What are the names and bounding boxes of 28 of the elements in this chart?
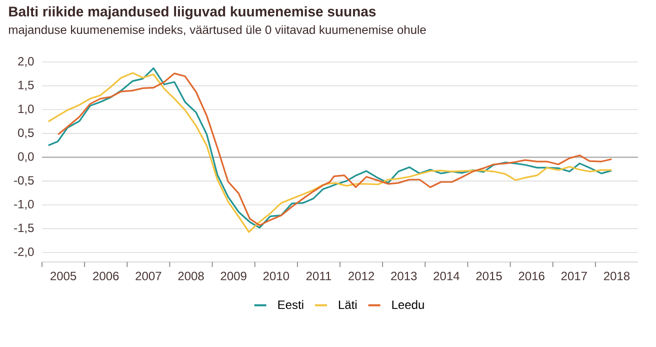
- x-tick-label: 2005: [50, 272, 76, 280]
- y-tick-label: -0,5: [14, 176, 34, 186]
- x-tick-label: 2016: [518, 272, 544, 280]
- y-tick-label: 0,5: [18, 128, 34, 138]
- x-tick-label: 2006: [93, 272, 119, 280]
- y-tick-label: -1,5: [14, 224, 34, 234]
- x-tick-label: 2009: [220, 272, 246, 280]
- y-tick-label: -1,0: [14, 200, 34, 210]
- x-tick-label: 2007: [136, 272, 162, 280]
- x-tick-label: 2015: [476, 272, 502, 280]
- x-tick-label: 2014: [434, 272, 460, 280]
- chart-title: Balti riikide majandused liiguvad kuumenemise suunas: [9, 6, 376, 20]
- x-tick-label: 2010: [263, 272, 290, 280]
- y-tick-label: 1,5: [18, 80, 34, 91]
- y-tick-label: 0,0: [18, 152, 34, 162]
- legend-label: Leedu: [392, 300, 424, 310]
- chart-subtitle: majanduse kuumenemise indeks, väärtused üle 0 viitavad kuumenemise ohule: [8, 25, 426, 36]
- legend-label: Läti: [338, 300, 357, 310]
- x-tick-label: 2013: [391, 272, 417, 280]
- y-tick-label: -2,0: [14, 248, 34, 258]
- x-tick-label: 2018: [604, 272, 630, 280]
- x-tick-label: 2017: [561, 272, 587, 280]
- y-tick-label: 1,0: [18, 104, 34, 115]
- x-tick-label: 2012: [348, 272, 374, 280]
- x-tick-label: 2008: [178, 272, 204, 280]
- y-tick-label: 2,0: [18, 57, 34, 67]
- x-tick-label: 2011: [306, 272, 332, 280]
- legend-label: Eesti: [278, 300, 304, 310]
